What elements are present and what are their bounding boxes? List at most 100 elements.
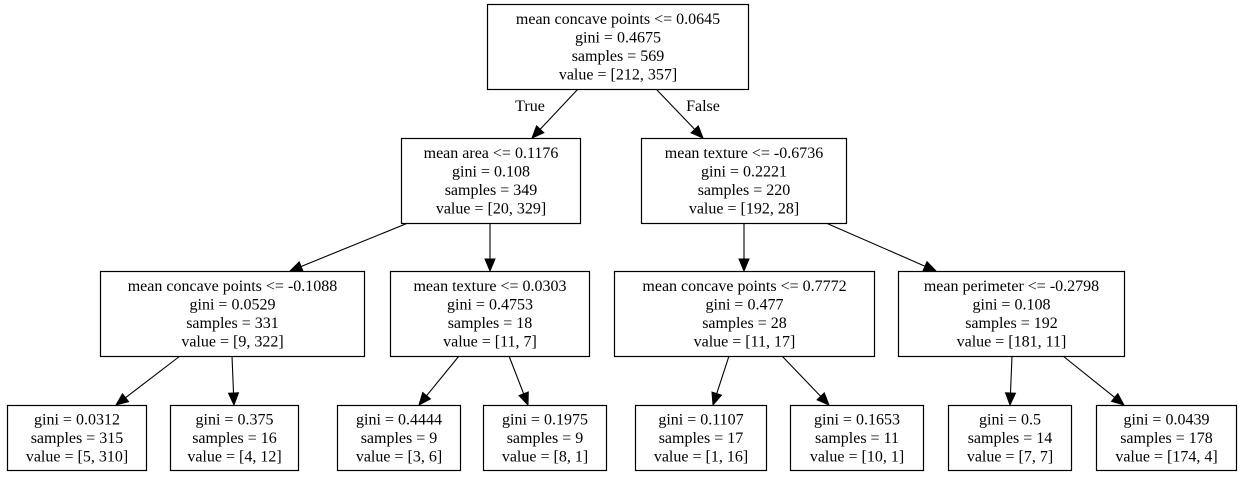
node-text-line: samples = 14	[968, 430, 1053, 447]
node-text-line: gini = 0.108	[452, 164, 530, 181]
node-box	[482, 404, 608, 472]
node-text-line: samples = 192	[965, 315, 1058, 332]
node-text-line: gini = 0.1107	[658, 411, 743, 428]
arrowhead-icon	[922, 260, 938, 272]
edge-line	[781, 355, 822, 397]
node-text-line: value = [11, 17]	[694, 334, 796, 351]
split-node-n0: mean concave points <= 0.0645 gini = 0.46…	[486, 3, 750, 91]
split-node-n4: mean texture <= 0.0303 gini = 0.4753sampl…	[389, 270, 591, 358]
node-text-line: samples = 178	[1120, 430, 1213, 447]
node-text-line: value = [11, 7]	[443, 334, 537, 351]
node-text-line: value = [192, 28]	[689, 201, 799, 218]
node-text-line: mean texture <= -0.6736	[665, 145, 823, 162]
node-text-line: gini = 0.2221	[701, 164, 787, 181]
node-text-line: samples = 9	[361, 430, 438, 447]
node-text-line: value = [181, 11]	[957, 334, 1067, 351]
node-text-line: mean perimeter <= -0.2798	[924, 278, 1099, 295]
edge-n6-n13	[1004, 355, 1017, 407]
node-text-line: gini = 0.0529	[190, 297, 276, 314]
arrowhead-icon	[418, 391, 432, 407]
arrowhead-icon	[690, 124, 704, 139]
node-text-line: samples = 220	[698, 182, 791, 199]
node-text-line: value = [9, 322]	[181, 334, 283, 351]
node-box	[897, 270, 1126, 358]
arrowhead-icon	[711, 391, 723, 407]
edge-line	[716, 355, 730, 394]
edge-n1-n3	[288, 222, 409, 272]
edge-n1-n4	[484, 223, 496, 273]
node-text-line: samples = 18	[448, 315, 533, 332]
arrowhead-icon	[531, 124, 545, 139]
node-text-line: samples = 28	[702, 315, 787, 332]
node-text-line: gini = 0.375	[196, 411, 274, 428]
node-text-line: samples = 16	[192, 430, 277, 447]
node-box	[389, 270, 591, 358]
node-text-line: gini = 0.1653	[814, 411, 900, 428]
node-box	[613, 270, 876, 358]
edge-n3-n7	[114, 355, 181, 406]
edge-label-true: True	[515, 98, 545, 115]
node-box	[169, 404, 300, 472]
node-text-line: samples = 331	[186, 315, 279, 332]
edge-line	[231, 355, 235, 394]
edge-n0-n2: False	[655, 88, 720, 139]
node-text-line: samples = 17	[659, 430, 744, 447]
arrowhead-icon	[518, 391, 529, 407]
edge-line	[655, 88, 696, 130]
node-box	[6, 404, 148, 472]
node-box	[400, 137, 582, 225]
node-text-line: value = [8, 1]	[502, 448, 588, 465]
arrowhead-icon	[1110, 392, 1126, 406]
node-text-line: value = [10, 1]	[810, 448, 904, 465]
edge-label-false: False	[686, 98, 720, 115]
node-text-line: gini = 0.4753	[447, 297, 533, 314]
arrowhead-icon	[227, 392, 240, 407]
node-text-line: mean texture <= 0.0303	[413, 278, 566, 295]
node-text-line: samples = 315	[31, 430, 124, 447]
arrowhead-icon	[288, 260, 304, 272]
node-box	[99, 270, 366, 358]
edge-line	[125, 355, 181, 399]
edge-n3-n8	[227, 355, 240, 407]
edge-n2-n6	[825, 222, 938, 272]
arrowhead-icon	[1004, 392, 1017, 407]
node-text-line: samples = 569	[572, 48, 665, 65]
edge-line	[508, 355, 525, 395]
node-text-line: samples = 9	[507, 430, 584, 447]
node-text-line: gini = 0.0439	[1124, 411, 1210, 428]
arrowhead-icon	[114, 392, 130, 406]
edge-line	[300, 222, 409, 267]
node-text-line: gini = 0.108	[973, 297, 1051, 314]
node-box	[336, 404, 462, 472]
split-node-n5: mean concave points <= 0.7772 gini = 0.47…	[613, 270, 876, 358]
node-text-line: value = [212, 357]	[559, 67, 677, 84]
node-text-line: value = [3, 6]	[356, 448, 442, 465]
edge-line	[426, 355, 460, 397]
node-box	[634, 404, 768, 472]
node-text-line: value = [20, 329]	[436, 201, 546, 218]
arrowhead-icon	[816, 391, 830, 406]
edge-n6-n14	[1062, 355, 1126, 406]
arrowhead-icon	[484, 258, 496, 273]
split-node-n6: mean perimeter <= -0.2798 gini = 0.108sam…	[897, 270, 1126, 358]
node-text-line: samples = 11	[815, 430, 899, 447]
node-text-line: gini = 0.477	[706, 297, 784, 314]
node-text-line: mean concave points <= 0.0645	[516, 11, 720, 28]
node-box	[640, 137, 848, 225]
node-text-line: value = [5, 310]	[26, 448, 128, 465]
edge-n5-n11	[711, 355, 730, 407]
edge-line	[539, 88, 579, 130]
edge-line	[1062, 355, 1115, 398]
edge-n5-n12	[781, 355, 830, 406]
node-text-line: gini = 0.0312	[34, 411, 120, 428]
